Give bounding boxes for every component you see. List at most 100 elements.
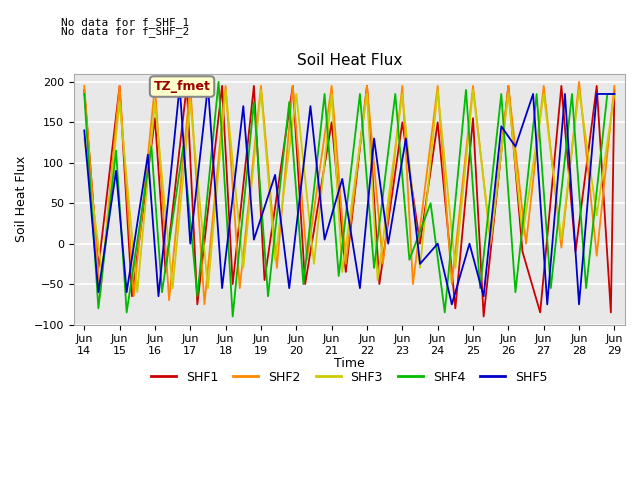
- SHF2: [540, 83, 548, 89]
- SHF4: [476, 285, 484, 291]
- SHF1: [593, 83, 600, 89]
- SHF5: [497, 123, 505, 129]
- SHF5: [511, 144, 519, 149]
- SHF4: [547, 285, 555, 291]
- SHF1: [342, 269, 349, 275]
- SHF3: [81, 135, 88, 141]
- SHF3: [363, 91, 371, 97]
- SHF1: [81, 87, 88, 93]
- SHF2: [379, 261, 387, 267]
- SHF3: [98, 269, 106, 275]
- SHF3: [374, 277, 381, 283]
- SHF1: [95, 265, 102, 271]
- SHF1: [250, 83, 258, 89]
- X-axis label: Time: Time: [334, 357, 365, 370]
- SHF1: [229, 281, 237, 287]
- SHF1: [116, 83, 124, 89]
- SHF5: [448, 301, 456, 307]
- SHF5: [218, 285, 226, 291]
- SHF3: [487, 237, 495, 242]
- SHF5: [321, 237, 328, 242]
- SHF3: [328, 91, 335, 97]
- SHF3: [557, 237, 565, 242]
- SHF4: [81, 91, 88, 97]
- Line: SHF2: SHF2: [84, 82, 614, 304]
- SHF2: [434, 83, 442, 89]
- SHF5: [561, 91, 569, 97]
- SHF4: [370, 265, 378, 271]
- SHF3: [169, 285, 177, 291]
- Line: SHF5: SHF5: [84, 86, 614, 304]
- SHF3: [204, 285, 212, 291]
- SHF2: [257, 83, 265, 89]
- SHF2: [487, 241, 495, 247]
- SHF4: [148, 144, 156, 149]
- SHF2: [448, 281, 456, 287]
- SHF4: [497, 91, 505, 97]
- SHF1: [151, 115, 159, 121]
- SHF1: [328, 120, 335, 125]
- SHF2: [273, 265, 281, 271]
- SHF5: [607, 91, 614, 97]
- Line: SHF3: SHF3: [84, 90, 614, 292]
- SHF3: [222, 87, 230, 93]
- SHF1: [128, 293, 136, 299]
- SHF3: [575, 87, 583, 93]
- SHF3: [518, 233, 526, 239]
- SHF5: [271, 172, 279, 178]
- SHF4: [335, 273, 342, 279]
- SHF1: [399, 120, 406, 125]
- SHF5: [611, 91, 618, 97]
- SHF2: [504, 83, 512, 89]
- Text: TZ_fmet: TZ_fmet: [154, 80, 211, 93]
- SHF3: [540, 91, 548, 97]
- SHF1: [363, 83, 371, 89]
- SHF3: [271, 257, 279, 263]
- SHF5: [434, 241, 442, 247]
- SHF3: [186, 99, 194, 105]
- SHF3: [416, 265, 424, 271]
- SHF4: [321, 91, 328, 97]
- SHF2: [593, 253, 600, 259]
- SHF1: [183, 83, 191, 89]
- SHF4: [250, 99, 258, 105]
- SHF3: [257, 87, 265, 93]
- SHF5: [575, 301, 583, 307]
- SHF5: [402, 135, 410, 141]
- Y-axis label: Soil Heat Flux: Soil Heat Flux: [15, 156, 28, 242]
- SHF2: [557, 245, 565, 251]
- SHF4: [406, 257, 413, 263]
- SHF4: [611, 91, 618, 97]
- SHF4: [285, 99, 293, 105]
- SHF2: [165, 298, 173, 303]
- SHF1: [504, 83, 512, 89]
- SHF5: [385, 241, 392, 247]
- SHF2: [575, 79, 583, 84]
- SHF4: [356, 91, 364, 97]
- Text: No data for f_SHF_1: No data for f_SHF_1: [61, 17, 189, 28]
- SHF5: [81, 128, 88, 133]
- SHF4: [123, 310, 131, 315]
- SHF2: [409, 281, 417, 287]
- SHF5: [466, 241, 474, 247]
- SHF3: [151, 99, 159, 105]
- SHF2: [363, 83, 371, 89]
- SHF4: [264, 293, 272, 299]
- SHF2: [399, 83, 406, 89]
- SHF5: [480, 293, 488, 299]
- SHF1: [193, 301, 201, 307]
- SHF1: [260, 277, 268, 283]
- SHF1: [536, 310, 544, 315]
- SHF1: [480, 313, 488, 319]
- SHF3: [434, 87, 442, 93]
- SHF1: [572, 249, 579, 254]
- SHF2: [116, 83, 124, 89]
- SHF3: [133, 289, 141, 295]
- SHF4: [392, 91, 399, 97]
- SHF2: [328, 83, 335, 89]
- SHF1: [434, 120, 442, 125]
- SHF1: [607, 310, 614, 315]
- SHF4: [112, 148, 120, 154]
- SHF3: [593, 213, 600, 218]
- SHF5: [186, 241, 194, 247]
